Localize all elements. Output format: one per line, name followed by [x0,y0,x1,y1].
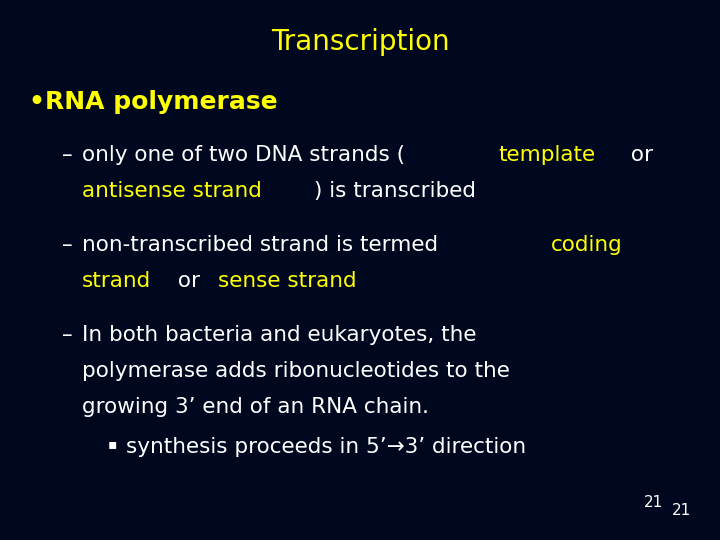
Text: 21: 21 [672,503,691,518]
Text: antisense strand: antisense strand [82,181,262,201]
Text: Transcription: Transcription [271,28,449,56]
Text: or: or [171,271,207,291]
Text: 21: 21 [644,495,663,510]
Text: ) is transcribed: ) is transcribed [314,181,476,201]
Text: non-transcribed strand is termed: non-transcribed strand is termed [82,235,445,255]
Text: only one of two DNA strands (: only one of two DNA strands ( [82,145,405,165]
Text: –: – [62,325,73,345]
Text: or: or [624,145,653,165]
Text: RNA polymerase: RNA polymerase [45,90,278,114]
Text: •: • [28,90,44,114]
Text: synthesis proceeds in 5’→3’ direction: synthesis proceeds in 5’→3’ direction [126,437,526,457]
Text: template: template [499,145,596,165]
Text: coding: coding [550,235,622,255]
Text: polymerase adds ribonucleotides to the: polymerase adds ribonucleotides to the [82,361,510,381]
Text: –: – [62,235,73,255]
Text: –: – [62,145,73,165]
Text: strand: strand [82,271,151,291]
Text: sense strand: sense strand [217,271,356,291]
Text: In both bacteria and eukaryotes, the: In both bacteria and eukaryotes, the [82,325,477,345]
Text: ▪: ▪ [108,437,117,451]
Text: growing 3’ end of an RNA chain.: growing 3’ end of an RNA chain. [82,397,429,417]
